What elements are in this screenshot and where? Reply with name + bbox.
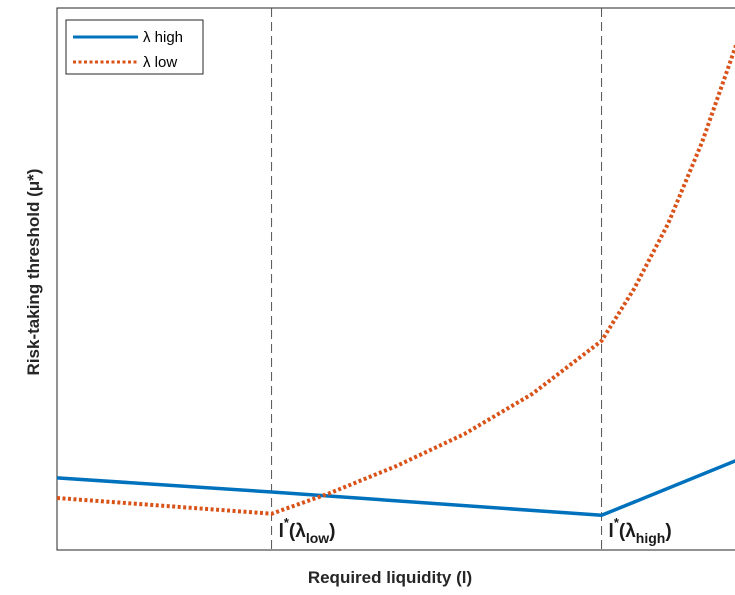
legend: λ high λ low — [65, 19, 204, 75]
legend-label-low: λ low — [143, 54, 177, 71]
legend-box — [65, 19, 204, 75]
reference-lines — [271, 8, 603, 550]
annotation-1: l*(λhigh) — [609, 515, 672, 546]
plot-area — [56, 7, 735, 551]
annotations: l*(λlow) l*(λhigh) — [279, 515, 672, 546]
series-line-high — [56, 459, 735, 518]
series-group — [56, 44, 735, 518]
y-axis-label: Risk-taking threshold (μ*) — [24, 169, 43, 376]
series-line-low — [56, 44, 735, 516]
legend-label-high: λ high — [143, 29, 183, 46]
annotation-0: l*(λlow) — [279, 515, 336, 546]
x-axis-label: Required liquidity (l) — [308, 568, 472, 587]
